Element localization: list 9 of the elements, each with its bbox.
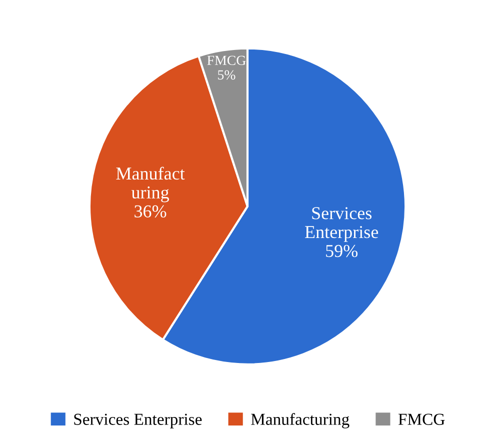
legend-label: Manufacturing bbox=[251, 413, 350, 428]
slice-label: Services Enterprise bbox=[305, 207, 378, 242]
text: Manufact uring bbox=[116, 166, 185, 202]
legend-label: Services Enterprise bbox=[74, 414, 202, 428]
data-label: 59% bbox=[326, 244, 358, 258]
slice-label: FMCG bbox=[207, 56, 246, 66]
legend-label: FMCG bbox=[398, 414, 445, 425]
data-label: 5% bbox=[218, 70, 236, 80]
data-label: 36% bbox=[134, 205, 166, 218]
